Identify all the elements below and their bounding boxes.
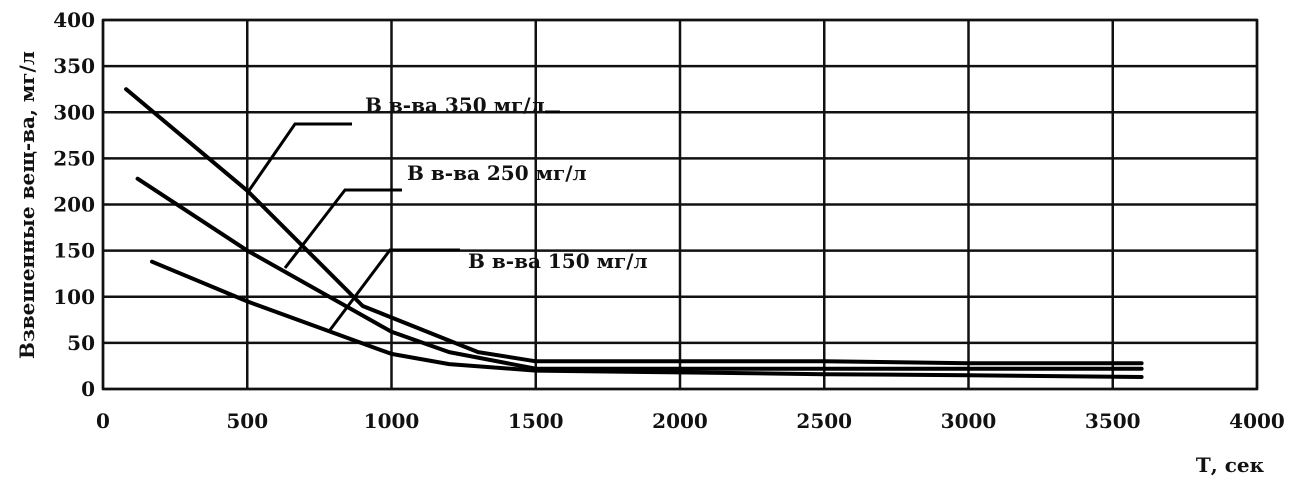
y-tick-label: 50 [67, 331, 95, 355]
y-tick-label: 100 [53, 285, 95, 309]
series-label-0: В в-ва 350 мг/л [365, 93, 545, 117]
x-tick-label: 1000 [364, 409, 420, 433]
y-tick-label: 200 [53, 193, 95, 217]
series-line-0 [124, 87, 1144, 366]
x-tick-label: 500 [226, 409, 268, 433]
y-tick-label: 250 [53, 146, 95, 170]
x-tick-label: 3000 [941, 409, 997, 433]
y-tick-label: 150 [53, 239, 95, 263]
y-tick-label: 350 [53, 54, 95, 78]
x-axis-title: Т, сек [1196, 453, 1265, 477]
x-tick-label: 1500 [508, 409, 564, 433]
x-tick-label: 2500 [796, 409, 852, 433]
labels-layer: В в-ва 350 мг/л В в-ва 250 мг/л В в-ва 150… [246, 93, 648, 331]
x-tick-label: 0 [96, 409, 110, 433]
series-label-1: В в-ва 250 мг/л [407, 161, 587, 185]
series-leader-0 [246, 122, 352, 193]
series-leader-1 [283, 188, 402, 269]
x-tick-label: 3500 [1085, 409, 1141, 433]
x-tick-label: 4000 [1229, 409, 1285, 433]
y-tick-label: 0 [81, 377, 95, 401]
curves-layer [124, 87, 1144, 379]
y-axis-title: Взвешенные вещ-ва, мг/л [15, 51, 39, 359]
series-line-2 [150, 259, 1144, 379]
x-tick-label: 2000 [652, 409, 708, 433]
series-label-2: В в-ва 150 мг/л [468, 249, 648, 273]
series-line-1 [135, 176, 1144, 371]
plot-frame [101, 18, 1259, 391]
series-leader-2 [328, 248, 460, 331]
y-tick-label: 400 [53, 8, 95, 32]
grid-layer [101, 18, 1259, 391]
y-tick-label: 300 [53, 100, 95, 124]
